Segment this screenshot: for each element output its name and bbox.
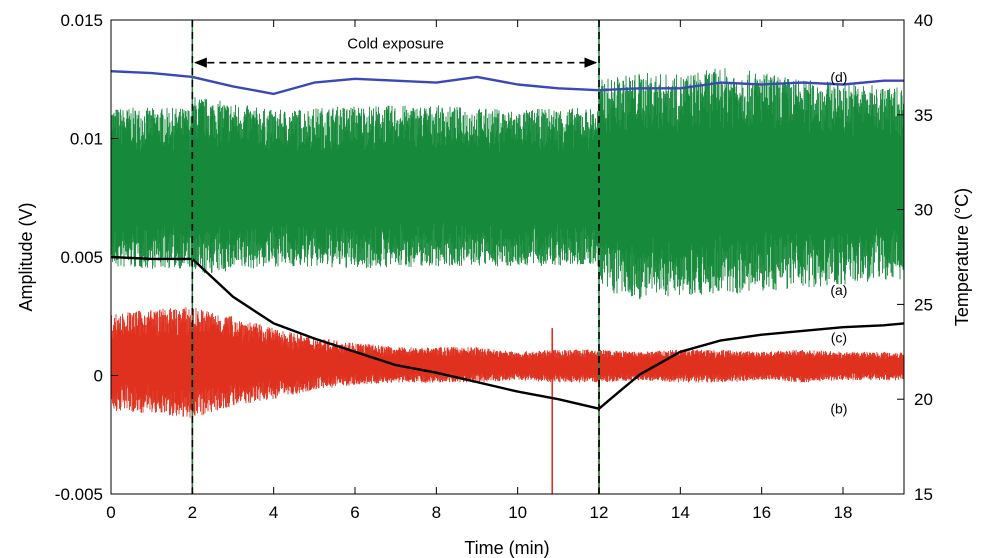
x-axis-ticks: 0 2 4 6 8 10 12 14 16 18 xyxy=(106,20,852,522)
curve-label-d: (d) xyxy=(830,69,847,85)
signal-trace xyxy=(111,68,904,300)
x-tick-label: 2 xyxy=(188,503,197,522)
x-tick-label: 0 xyxy=(106,503,115,522)
curve-label-b: (b) xyxy=(830,401,847,417)
left-y-tick-label: 0.005 xyxy=(60,248,103,267)
series-b-signal xyxy=(111,307,904,418)
curve-label-a: (a) xyxy=(830,282,847,298)
curve-label-c: (c) xyxy=(831,330,847,346)
x-tick-label: 6 xyxy=(350,503,359,522)
series-d-temperature-line xyxy=(111,70,904,96)
right-y-tick-label: 35 xyxy=(914,106,933,125)
right-y-tick-label: 20 xyxy=(914,390,933,409)
right-y-tick-label: 30 xyxy=(914,201,933,220)
marker-layer xyxy=(191,20,600,494)
x-axis-title: Time (min) xyxy=(464,538,549,558)
x-tick-label: 12 xyxy=(590,503,609,522)
series-c-temperature-line xyxy=(111,255,904,410)
right-y-tick-label: 15 xyxy=(914,485,933,504)
x-tick-label: 10 xyxy=(508,503,527,522)
series-a-signal xyxy=(111,68,904,300)
x-tick-label: 8 xyxy=(432,503,441,522)
right-y-tick-label: 40 xyxy=(914,11,933,30)
x-tick-label: 14 xyxy=(671,503,690,522)
left-y-tick-label: 0 xyxy=(94,367,103,386)
left-y-tick-label: 0.015 xyxy=(60,11,103,30)
series-layer xyxy=(111,68,904,494)
cold-exposure-label: Cold exposure xyxy=(347,36,444,53)
right-y-axis-title: Temperature (°C) xyxy=(952,188,972,326)
x-tick-label: 16 xyxy=(752,503,771,522)
left-y-tick-label: -0.005 xyxy=(55,485,103,504)
left-y-tick-label: 0.01 xyxy=(70,130,103,149)
annotation-layer: Cold exposure (a) (b) (c) (d) xyxy=(194,36,847,417)
x-tick-label: 18 xyxy=(834,503,853,522)
right-y-axis-ticks: 15 20 25 30 35 40 xyxy=(897,11,933,504)
right-y-tick-label: 25 xyxy=(914,295,933,314)
left-y-axis-title: Amplitude (V) xyxy=(16,202,36,311)
x-tick-label: 4 xyxy=(269,503,278,522)
left-y-axis-ticks: -0.005 0 0.005 0.01 0.015 xyxy=(55,11,118,504)
signal-trace xyxy=(111,307,904,418)
